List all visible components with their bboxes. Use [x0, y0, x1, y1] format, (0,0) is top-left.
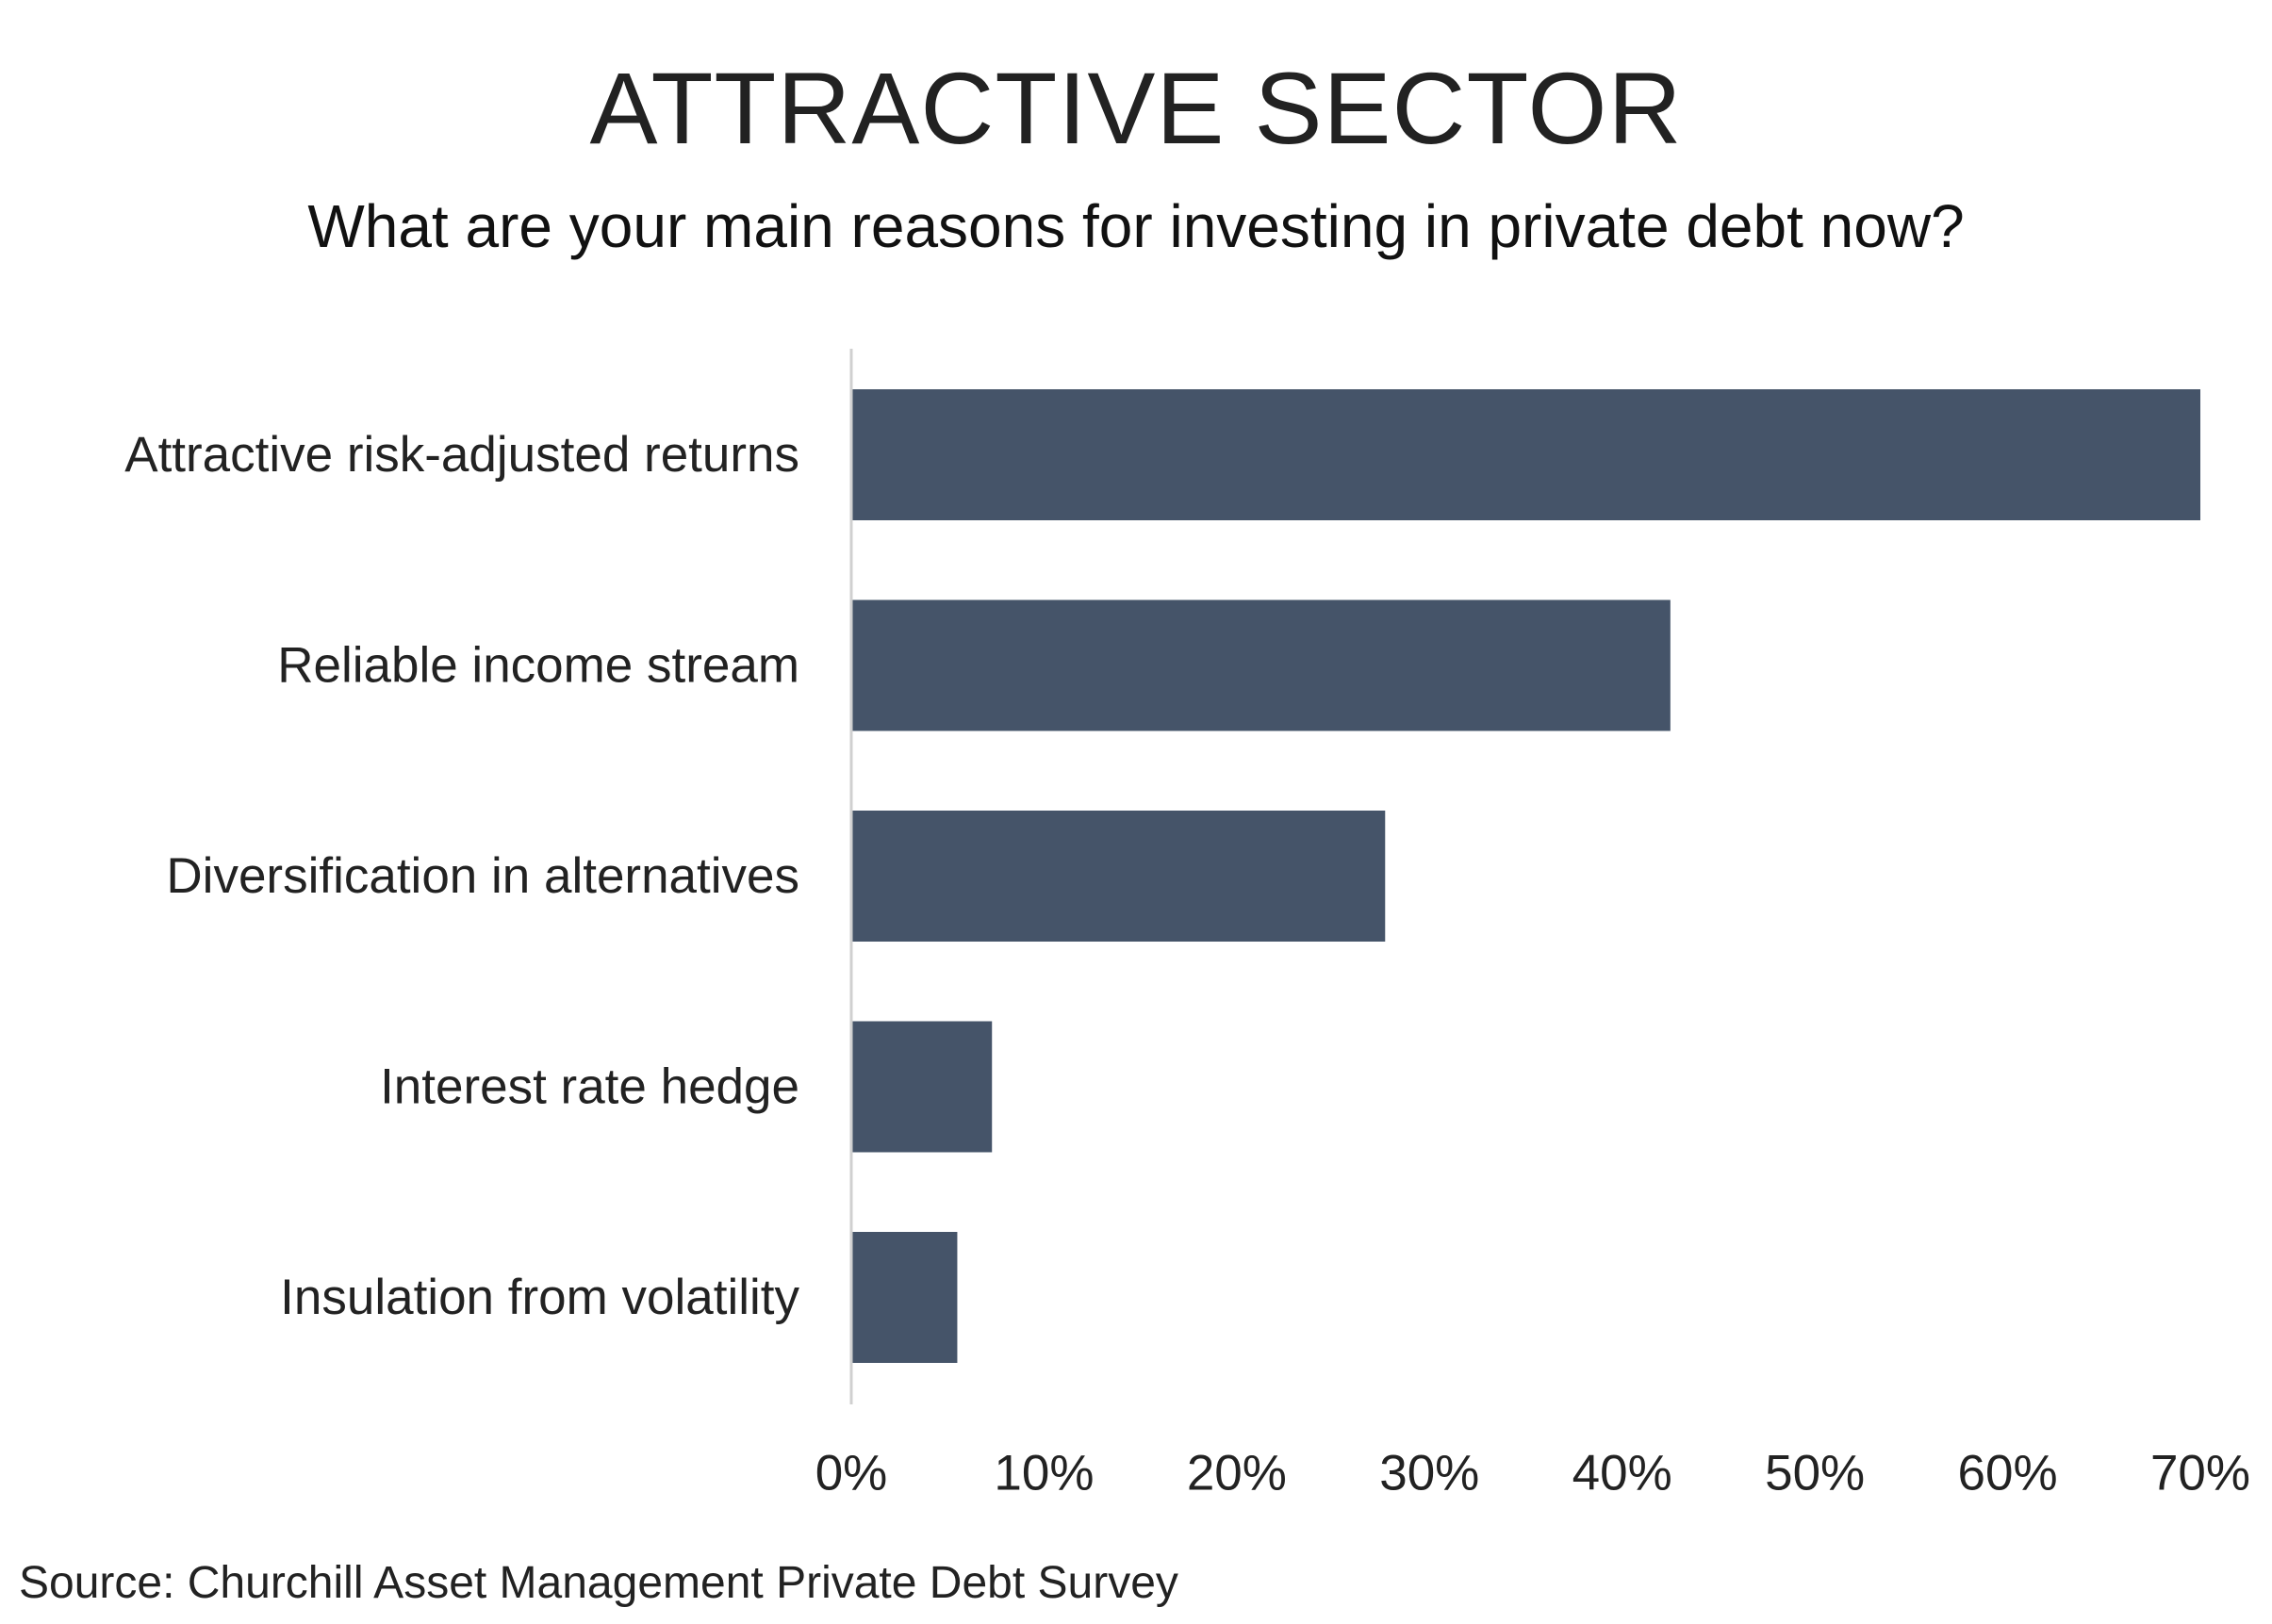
bar: [852, 599, 1671, 731]
category-label: Insulation from volatility: [280, 1270, 799, 1325]
category-label: Reliable income stream: [277, 638, 799, 694]
x-tick-label: 10%: [994, 1446, 1094, 1501]
chart-subtitle: What are your main reasons for investing…: [307, 192, 1965, 260]
bars-group: [852, 389, 2200, 1363]
bar: [852, 389, 2200, 520]
x-tick-label: 0%: [815, 1446, 888, 1501]
x-tick-label: 70%: [2150, 1446, 2250, 1501]
x-tick-label: 20%: [1187, 1446, 1287, 1501]
category-label: Interest rate hedge: [380, 1059, 799, 1115]
bar: [852, 1232, 958, 1363]
category-labels-group: Attractive risk-adjusted returns Reliable…: [124, 427, 799, 1325]
x-tick-labels-group: 0% 10% 20% 30% 40% 50% 60% 70%: [815, 1446, 2250, 1501]
bar: [852, 811, 1386, 942]
x-tick-label: 40%: [1572, 1446, 1672, 1501]
category-label: Diversification in alternatives: [166, 848, 799, 904]
source-note: Source: Churchill Asset Management Priva…: [19, 1558, 1178, 1608]
chart-title: ATTRACTIVE SECTOR: [589, 51, 1683, 165]
bar: [852, 1021, 993, 1153]
x-tick-label: 30%: [1379, 1446, 1479, 1501]
category-label: Attractive risk-adjusted returns: [124, 427, 799, 483]
x-tick-label: 60%: [1958, 1446, 2058, 1501]
x-tick-label: 50%: [1765, 1446, 1865, 1501]
